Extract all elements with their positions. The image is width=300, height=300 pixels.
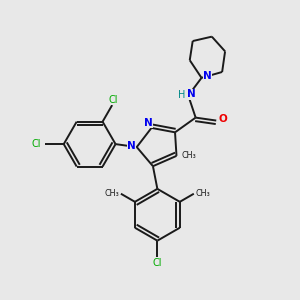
Text: CH₃: CH₃ bbox=[182, 151, 196, 160]
Text: N: N bbox=[144, 118, 152, 128]
Text: H: H bbox=[178, 90, 185, 100]
Text: CH₃: CH₃ bbox=[195, 189, 210, 198]
Text: Cl: Cl bbox=[153, 258, 162, 268]
Text: CH₃: CH₃ bbox=[104, 189, 119, 198]
Text: Cl: Cl bbox=[108, 95, 118, 105]
Text: N: N bbox=[187, 89, 196, 99]
Text: Cl: Cl bbox=[32, 139, 41, 149]
Text: N: N bbox=[203, 71, 212, 81]
Text: O: O bbox=[218, 114, 227, 124]
Text: N: N bbox=[127, 141, 136, 151]
